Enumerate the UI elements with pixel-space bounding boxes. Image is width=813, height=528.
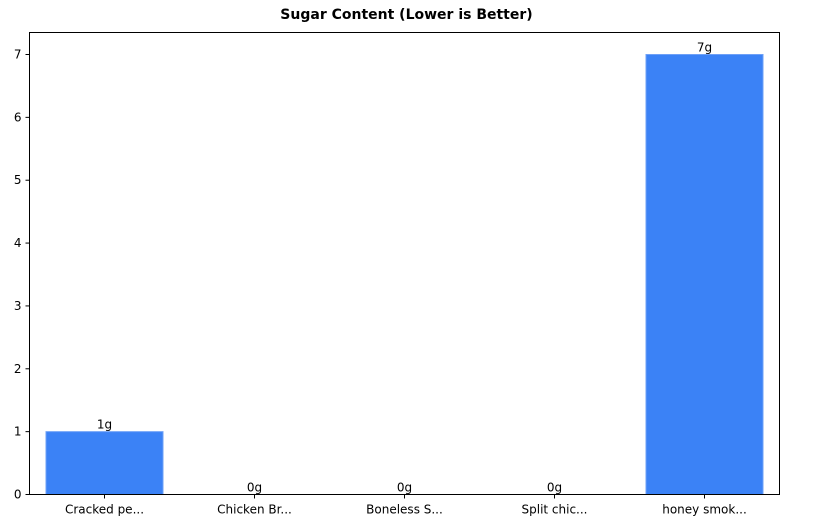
data-label: 0g — [547, 481, 562, 495]
y-tick-label: 2 — [14, 362, 22, 376]
data-label: 0g — [397, 481, 412, 495]
y-tick-label: 4 — [14, 236, 22, 250]
data-label: 1g — [97, 418, 112, 432]
data-label: 0g — [247, 481, 262, 495]
y-tick-label: 1 — [14, 425, 22, 439]
chart-title: Sugar Content (Lower is Better) — [280, 7, 533, 23]
y-tick-label: 3 — [14, 299, 22, 313]
bar — [645, 54, 764, 495]
y-tick-label: 5 — [14, 173, 22, 187]
y-tick-label: 6 — [14, 110, 22, 124]
y-tick-label: 7 — [14, 48, 22, 62]
x-tick-label: Split chic... — [522, 503, 588, 517]
axes-frame — [29, 32, 780, 495]
x-tick-label: Boneless S... — [366, 503, 443, 517]
y-tick-label: 0 — [14, 488, 22, 502]
data-label: 7g — [697, 41, 712, 55]
bar — [45, 431, 164, 495]
x-tick-label: honey smok... — [662, 503, 747, 517]
x-tick-label: Chicken Br... — [217, 503, 292, 517]
x-tick-label: Cracked pe... — [65, 503, 144, 517]
